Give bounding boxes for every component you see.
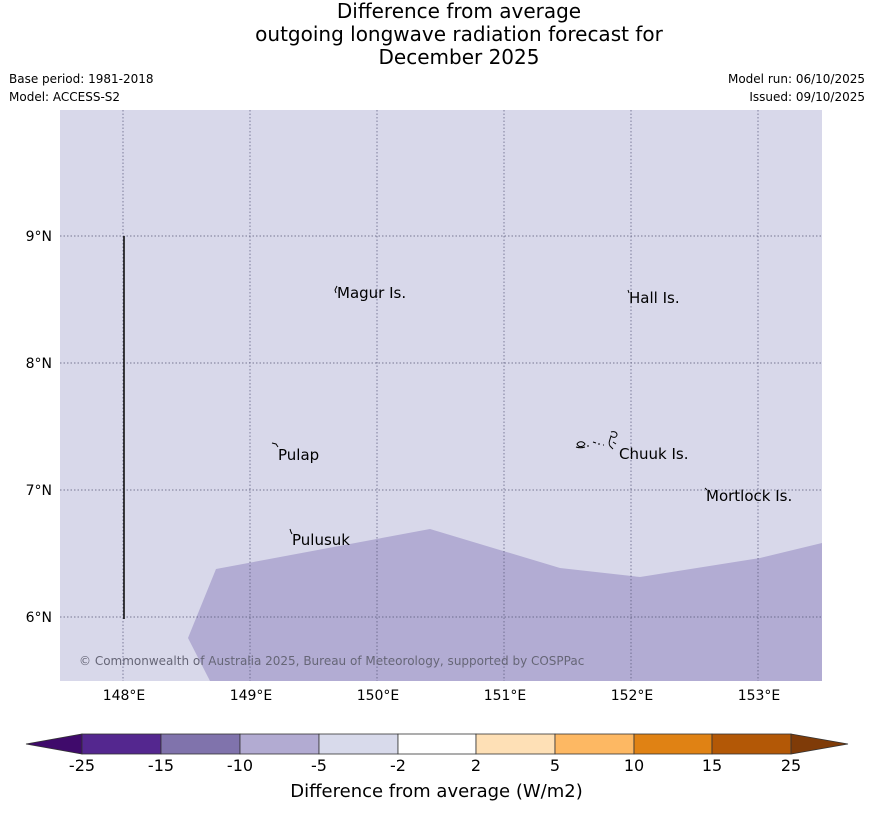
hall-island-shape <box>627 289 630 294</box>
colorbar-extend-low <box>25 733 83 755</box>
colorbar-segment <box>81 733 162 755</box>
colorbar-tick: -25 <box>68 756 96 775</box>
place-label-pulusuk: Pulusuk <box>292 531 350 549</box>
lat-labels: 9°N 8°N 7°N 6°N <box>26 229 52 626</box>
lon-label: 151°E <box>484 688 527 704</box>
colorbar-tick: 2 <box>470 756 482 775</box>
colorbar-tick: -15 <box>147 756 175 775</box>
colorbar-tick: -5 <box>311 756 327 775</box>
lat-label: 6°N <box>26 610 52 626</box>
gridlines <box>60 110 822 681</box>
colorbar-segment <box>318 733 399 755</box>
colorbar-tick: 5 <box>549 756 561 775</box>
colorbar-tick: 25 <box>780 756 802 775</box>
island-outlines <box>271 285 708 535</box>
colorbar-segment <box>633 733 713 755</box>
magur-island-shape <box>334 285 338 294</box>
anomaly-region <box>188 529 822 681</box>
colorbar-extend-high <box>790 733 849 755</box>
colorbar-segment <box>397 733 477 755</box>
lon-label: 148°E <box>103 688 146 704</box>
place-label-chuuk: Chuuk Is. <box>619 445 688 463</box>
base-period: Base period: 1981-2018 <box>9 72 154 86</box>
chuuk-island-shape <box>575 431 618 450</box>
lon-labels: 148°E 149°E 150°E 151°E 152°E 153°E <box>103 688 781 704</box>
lat-label: 7°N <box>26 483 52 499</box>
lat-label: 9°N <box>26 229 52 245</box>
pulap-island-shape <box>271 442 279 448</box>
colorbar-tick: -10 <box>226 756 254 775</box>
pulusuk-island-shape <box>289 528 293 535</box>
place-label-magur: Magur Is. <box>337 284 406 302</box>
colorbar-segment <box>160 733 241 755</box>
chart-title: Difference from average outgoing longwav… <box>0 0 873 69</box>
mortlock-island-shape <box>704 487 708 491</box>
place-label-mortlock: Mortlock Is. <box>706 487 792 505</box>
place-labels: Magur Is. Hall Is. Pulap Chuuk Is. Mortl… <box>278 284 792 549</box>
colorbar-tick: 10 <box>623 756 645 775</box>
colorbar-segment <box>239 733 320 755</box>
model-run: Model run: 06/10/2025 <box>727 72 865 86</box>
title-line-2: outgoing longwave radiation forecast for <box>255 22 663 46</box>
title-line-1: Difference from average <box>336 0 582 23</box>
colorbar-segment <box>475 733 556 755</box>
model-name: Model: ACCESS-S2 <box>9 90 121 104</box>
colorbar-segment <box>711 733 792 755</box>
place-label-hall: Hall Is. <box>629 289 680 307</box>
lon-label: 149°E <box>230 688 273 704</box>
lon-label: 152°E <box>611 688 654 704</box>
meta-right: Model run: 06/10/2025 Issued: 09/10/2025 <box>728 70 865 106</box>
place-label-pulap: Pulap <box>278 446 319 464</box>
issued-date: Issued: 09/10/2025 <box>749 90 865 104</box>
lon-label: 153°E <box>738 688 781 704</box>
title-line-3: December 2025 <box>378 45 540 69</box>
lat-label: 8°N <box>26 356 52 372</box>
colorbar <box>25 733 849 755</box>
lon-label: 150°E <box>357 688 400 704</box>
colorbar-segment <box>554 733 635 755</box>
colorbar-label: Difference from average (W/m2) <box>290 781 583 802</box>
colorbar-tick: 15 <box>701 756 723 775</box>
colorbar-tick: -2 <box>390 756 406 775</box>
copyright-text: © Commonwealth of Australia 2025, Bureau… <box>79 654 584 668</box>
meta-left: Base period: 1981-2018 Model: ACCESS-S2 <box>9 70 154 106</box>
